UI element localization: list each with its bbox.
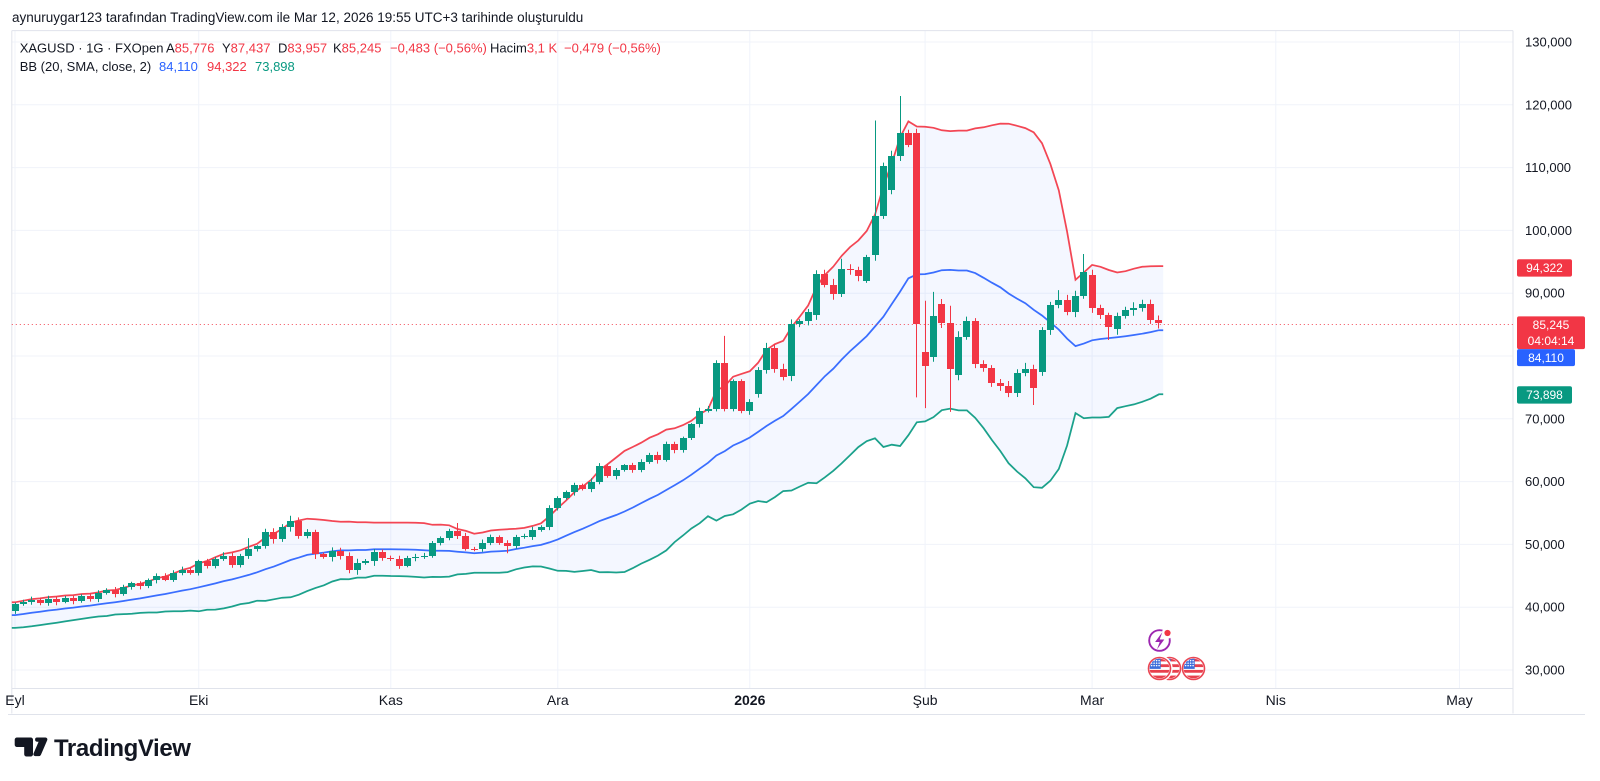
svg-text:73,898: 73,898 — [1526, 388, 1563, 402]
svg-text:120,000: 120,000 — [1525, 97, 1572, 112]
svg-text:110,000: 110,000 — [1525, 160, 1571, 175]
svg-text:84,110: 84,110 — [159, 59, 198, 74]
svg-text:73,898: 73,898 — [255, 59, 295, 74]
svg-text:130,000: 130,000 — [1525, 35, 1572, 50]
svg-text:Y87,437: Y87,437 — [222, 41, 270, 56]
svg-text:Şub: Şub — [913, 692, 938, 708]
svg-text:XAGUSD · 1G · FXOpen: XAGUSD · 1G · FXOpen — [20, 41, 164, 56]
svg-text:D83,957: D83,957 — [278, 41, 327, 56]
svg-text:BB (20, SMA, close, 2): BB (20, SMA, close, 2) — [20, 59, 152, 74]
svg-text:94,322: 94,322 — [1526, 261, 1563, 275]
svg-text:04:04:14: 04:04:14 — [1528, 334, 1575, 348]
svg-text:90,000: 90,000 — [1525, 286, 1565, 301]
svg-text:30,000: 30,000 — [1525, 663, 1565, 678]
svg-text:−0,483 (−0,56%): −0,483 (−0,56%) — [390, 41, 487, 56]
svg-text:60,000: 60,000 — [1525, 474, 1565, 489]
svg-text:84,110: 84,110 — [1528, 351, 1564, 365]
svg-text:aynuruygar123 tarafından Tradi: aynuruygar123 tarafından TradingView.com… — [12, 10, 583, 25]
svg-text:May: May — [1446, 692, 1472, 708]
svg-text:K85,245: K85,245 — [333, 41, 381, 56]
svg-text:−0,479 (−0,56%): −0,479 (−0,56%) — [564, 41, 661, 56]
svg-text:50,000: 50,000 — [1525, 537, 1565, 552]
svg-text:Mar: Mar — [1080, 692, 1104, 708]
svg-text:Kas: Kas — [379, 692, 403, 708]
svg-text:70,000: 70,000 — [1525, 411, 1565, 426]
svg-text:Ara: Ara — [547, 692, 569, 708]
svg-text:100,000: 100,000 — [1525, 223, 1572, 238]
svg-text:Eyl: Eyl — [5, 692, 24, 708]
svg-text:Eki: Eki — [189, 692, 208, 708]
svg-text:TradingView: TradingView — [54, 735, 191, 762]
svg-text:A85,776: A85,776 — [166, 41, 214, 56]
svg-text:85,245: 85,245 — [1533, 318, 1570, 332]
svg-text:2026: 2026 — [734, 692, 765, 708]
svg-text:Hacim3,1 K: Hacim3,1 K — [490, 41, 558, 56]
svg-text:Nis: Nis — [1266, 692, 1286, 708]
svg-text:40,000: 40,000 — [1525, 600, 1565, 615]
svg-text:94,322: 94,322 — [207, 59, 247, 74]
